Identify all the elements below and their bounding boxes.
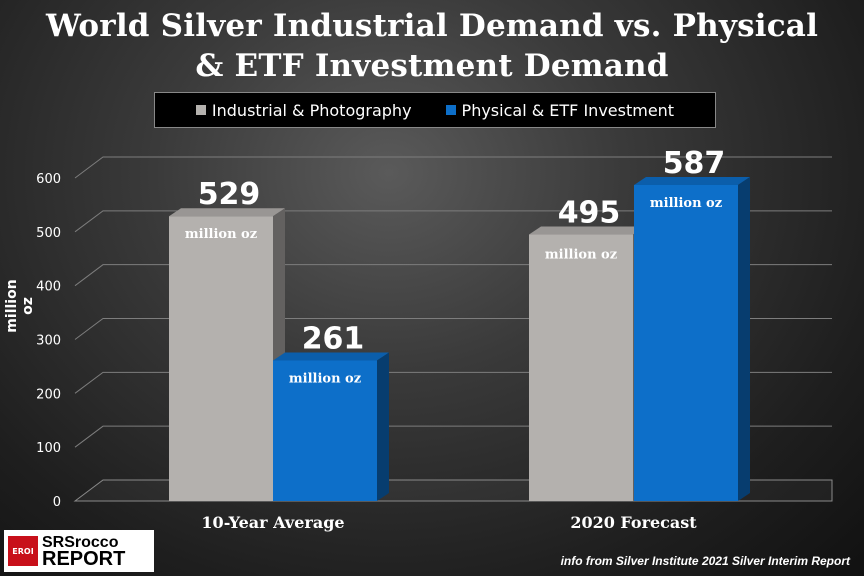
bar-1-0 — [529, 234, 633, 501]
bar-unit-label-0-0: million oz — [185, 227, 257, 242]
bar-unit-label-0-1: million oz — [289, 371, 361, 386]
eroi-badge-icon: EROI — [8, 536, 38, 566]
legend-label-investment: Physical & ETF Investment — [461, 100, 675, 120]
bar-1-1 — [634, 184, 738, 501]
gridline-500 — [74, 210, 832, 233]
legend-item-investment: Physical & ETF Investment — [445, 100, 675, 120]
logo-text: SRSrocco REPORT — [42, 534, 126, 570]
legend-label-industrial: Industrial & Photography — [211, 100, 412, 120]
legend: Industrial & Photography Physical & ETF … — [154, 92, 716, 128]
x-tick-label-1: 2020 Forecast — [570, 513, 697, 532]
bar-top-1-0 — [529, 226, 645, 235]
bar-top-0-0 — [169, 208, 285, 217]
legend-item-industrial: Industrial & Photography — [195, 100, 412, 120]
chart-title-line2: & ETF Investment Demand — [195, 48, 669, 84]
x-tick-label-0: 10-Year Average — [201, 513, 344, 532]
bar-top-0-1 — [273, 352, 389, 361]
bar-value-label-1-0: 495 — [558, 196, 621, 231]
bar-side-1-1 — [738, 176, 750, 501]
y-tick-label-400: 400 — [36, 280, 61, 295]
legend-swatch-investment — [445, 105, 456, 115]
logo-line1: SRSrocco — [42, 534, 119, 551]
bar-value-label-0-0: 529 — [198, 177, 261, 212]
bar-unit-label-1-0: million oz — [545, 248, 617, 263]
bar-value-label-1-1: 587 — [663, 146, 726, 181]
y-tick-label-500: 500 — [36, 226, 61, 241]
bar-value-label-0-1: 261 — [302, 321, 365, 356]
y-tick-label-600: 600 — [36, 172, 61, 187]
source-note: info from Silver Institute 2021 Silver I… — [560, 554, 850, 568]
gridline-600 — [74, 156, 832, 179]
y-tick-label-300: 300 — [36, 334, 61, 349]
bar-unit-label-1-1: million oz — [650, 196, 722, 211]
bar-side-0-1 — [377, 352, 389, 501]
srsrocco-logo: EROI SRSrocco REPORT — [4, 530, 154, 572]
y-tick-label-0: 0 — [53, 495, 61, 510]
bar-0-0 — [169, 216, 273, 501]
bar-0-1 — [273, 360, 377, 501]
bar-top-1-1 — [634, 176, 750, 185]
y-tick-label-200: 200 — [36, 387, 61, 402]
logo-line2: REPORT — [42, 548, 126, 570]
legend-swatch-industrial — [195, 105, 206, 115]
y-tick-label-100: 100 — [36, 441, 61, 456]
chart-title-line1: World Silver Industrial Demand vs. Physi… — [45, 8, 819, 44]
